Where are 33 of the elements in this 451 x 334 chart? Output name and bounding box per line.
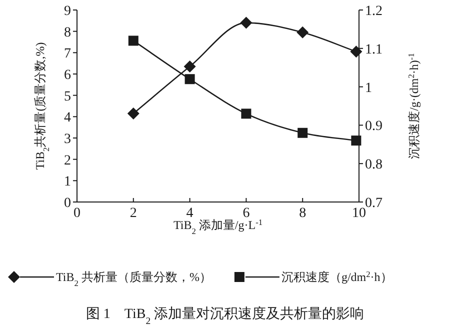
point bbox=[184, 74, 195, 84]
text: 图 1 TiB$_{2}$ 添加量对沉积速度及共析量的影响 bbox=[86, 306, 364, 326]
y2-tick-label: 1.2 bbox=[365, 4, 382, 19]
legend-label: TiB$_{2}$ 共析量（质量分数，%） bbox=[56, 270, 212, 288]
y-tick-label: 1 bbox=[64, 174, 71, 190]
y2-tick-label: 1 bbox=[365, 80, 372, 96]
x-tick-label: 10 bbox=[352, 206, 366, 221]
y-tick-label: 0 bbox=[64, 196, 71, 211]
y-tick-label: 7 bbox=[64, 46, 71, 62]
legend-label: 沉积速度（g/dm$^{2}$·h） bbox=[281, 270, 392, 284]
y-tick-label: 4 bbox=[64, 110, 71, 126]
point bbox=[128, 36, 138, 46]
y-tick-label: 3 bbox=[64, 132, 71, 147]
y-tick-label: 9 bbox=[64, 4, 71, 19]
y-tick-label: 8 bbox=[64, 25, 71, 40]
point bbox=[350, 46, 362, 58]
y-tick-label: 2 bbox=[64, 153, 71, 168]
y2-tick-label: 1.1 bbox=[365, 42, 382, 58]
point bbox=[184, 60, 196, 73]
point bbox=[127, 107, 140, 120]
x-tick-label: 8 bbox=[299, 206, 306, 221]
y-tick-label: 6 bbox=[64, 68, 71, 83]
point bbox=[298, 128, 308, 138]
point bbox=[351, 136, 362, 146]
y2-tick-label: 0.7 bbox=[365, 196, 382, 211]
y-tick-label: 5 bbox=[64, 89, 71, 104]
x-tick-label: 2 bbox=[130, 206, 137, 221]
y2-tick-label: 0.9 bbox=[365, 119, 382, 134]
point bbox=[241, 108, 252, 119]
point bbox=[240, 16, 252, 29]
point bbox=[296, 26, 309, 38]
y2-tick-label: 0.8 bbox=[365, 158, 382, 173]
x-tick-label: 0 bbox=[74, 206, 80, 221]
